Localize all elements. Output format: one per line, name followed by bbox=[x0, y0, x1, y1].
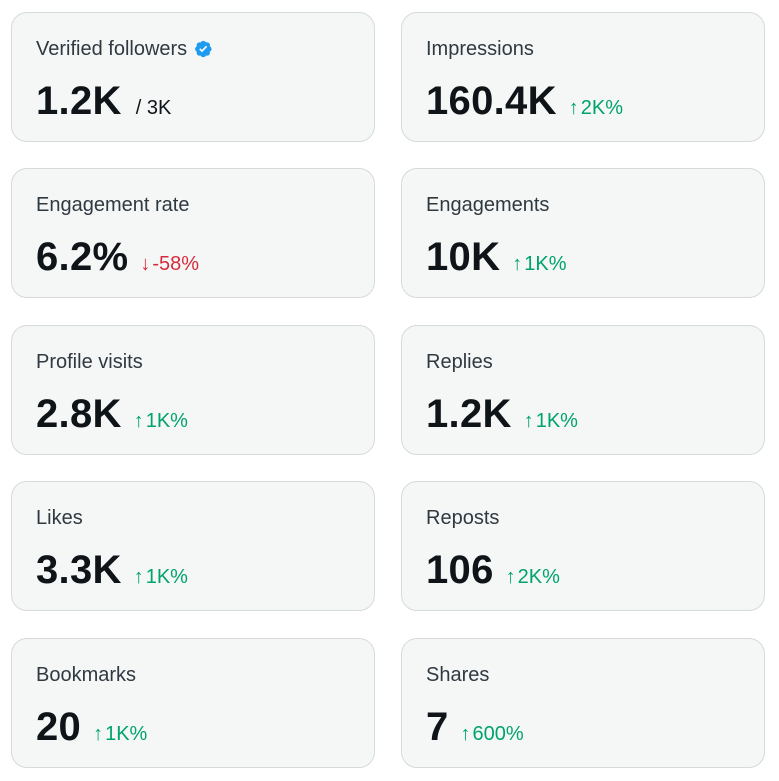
card-label: Profile visits bbox=[36, 351, 143, 373]
card-value: 7 bbox=[426, 705, 449, 749]
card-likes[interactable]: Likes 3.3K ↑ 1K% bbox=[11, 481, 375, 611]
card-label: Engagements bbox=[426, 194, 550, 216]
card-delta: ↑ 2K% bbox=[505, 566, 560, 588]
card-label: Impressions bbox=[426, 38, 534, 60]
card-value: 10K bbox=[426, 235, 501, 279]
arrow-up-icon: ↑ bbox=[505, 566, 516, 588]
card-label: Bookmarks bbox=[36, 664, 137, 686]
card-delta: ↓ -58% bbox=[140, 253, 200, 275]
card-engagements[interactable]: Engagements 10K ↑ 1K% bbox=[401, 168, 765, 298]
card-profile-visits[interactable]: Profile visits 2.8K ↑ 1K% bbox=[11, 325, 375, 455]
card-value-row: 1.2K ↑ 1K% bbox=[426, 392, 578, 436]
arrow-up-icon: ↑ bbox=[568, 97, 579, 119]
card-delta: ↑ 1K% bbox=[512, 253, 567, 275]
card-value: 1.2K bbox=[426, 392, 512, 436]
card-value: 6.2% bbox=[36, 235, 129, 279]
card-delta: ↑ 2K% bbox=[568, 97, 624, 119]
card-value-row: 7 ↑ 600% bbox=[426, 705, 524, 749]
card-value-row: 20 ↑ 1K% bbox=[36, 705, 147, 749]
card-label: Verified followers bbox=[36, 37, 213, 61]
card-reposts[interactable]: Reposts 106 ↑ 2K% bbox=[401, 481, 765, 611]
card-value-row: 6.2% ↓ -58% bbox=[36, 235, 199, 279]
arrow-up-icon: ↑ bbox=[133, 566, 144, 588]
card-label: Likes bbox=[36, 507, 83, 529]
card-delta: ↑ 1K% bbox=[93, 723, 148, 745]
card-value: 160.4K bbox=[426, 79, 557, 123]
arrow-up-icon: ↑ bbox=[93, 723, 104, 745]
card-value-row: 1.2K / 3K bbox=[36, 79, 171, 123]
arrow-down-icon: ↓ bbox=[140, 253, 151, 275]
arrow-up-icon: ↑ bbox=[460, 723, 471, 745]
card-value: 1.2K bbox=[36, 79, 122, 123]
arrow-up-icon: ↑ bbox=[523, 410, 534, 432]
card-value: 106 bbox=[426, 548, 494, 592]
card-shares[interactable]: Shares 7 ↑ 600% bbox=[401, 638, 765, 768]
card-value-row: 160.4K ↑ 2K% bbox=[426, 79, 623, 123]
card-label: Shares bbox=[426, 664, 490, 686]
card-delta: ↑ 600% bbox=[460, 723, 524, 745]
card-value-row: 106 ↑ 2K% bbox=[426, 548, 560, 592]
card-replies[interactable]: Replies 1.2K ↑ 1K% bbox=[401, 325, 765, 455]
arrow-up-icon: ↑ bbox=[133, 410, 144, 432]
card-suffix: / 3K bbox=[135, 97, 172, 119]
card-value: 2.8K bbox=[36, 392, 122, 436]
card-label: Replies bbox=[426, 351, 493, 373]
card-delta: ↑ 1K% bbox=[133, 566, 188, 588]
arrow-up-icon: ↑ bbox=[512, 253, 523, 275]
card-label: Engagement rate bbox=[36, 194, 190, 216]
card-verified-followers[interactable]: Verified followers 1.2K / 3K bbox=[11, 12, 375, 142]
card-value-row: 3.3K ↑ 1K% bbox=[36, 548, 188, 592]
card-impressions[interactable]: Impressions 160.4K ↑ 2K% bbox=[401, 12, 765, 142]
card-value: 3.3K bbox=[36, 548, 122, 592]
verified-badge-icon bbox=[195, 40, 212, 58]
card-engagement-rate[interactable]: Engagement rate 6.2% ↓ -58% bbox=[11, 168, 375, 298]
card-label: Reposts bbox=[426, 507, 500, 529]
card-value: 20 bbox=[36, 705, 82, 749]
card-bookmarks[interactable]: Bookmarks 20 ↑ 1K% bbox=[11, 638, 375, 768]
card-delta: ↑ 1K% bbox=[133, 410, 188, 432]
card-value-row: 2.8K ↑ 1K% bbox=[36, 392, 188, 436]
card-value-row: 10K ↑ 1K% bbox=[426, 235, 567, 279]
card-delta: ↑ 1K% bbox=[523, 410, 578, 432]
